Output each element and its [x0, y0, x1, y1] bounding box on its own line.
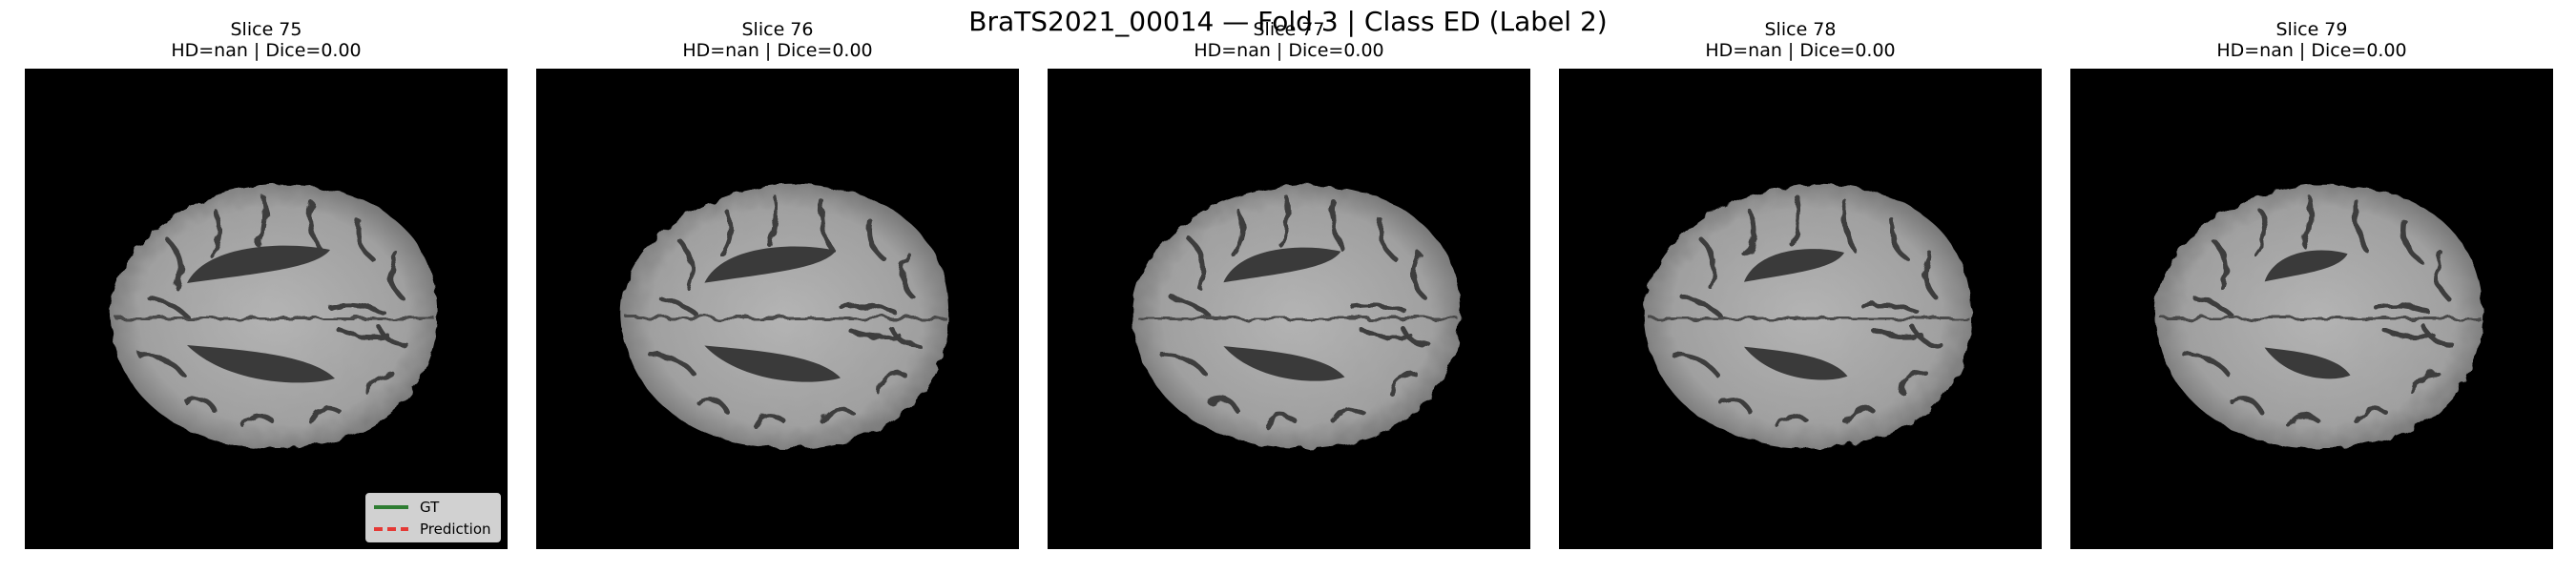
slice-metrics: HD=nan | Dice=0.00 — [2216, 40, 2407, 61]
slice-panel-75: Slice 75 HD=nan | Dice=0.00 GT Predictio… — [25, 0, 508, 572]
brain — [1644, 184, 1972, 449]
legend: GT Prediction — [365, 493, 501, 542]
gt-line-icon — [374, 505, 408, 509]
brain — [2155, 184, 2483, 449]
ventricle — [1744, 249, 1844, 282]
panel-title: Slice 79 HD=nan | Dice=0.00 — [2070, 19, 2553, 61]
legend-label-gt: GT — [420, 499, 440, 516]
brain-slice-svg — [2070, 69, 2553, 549]
brain-slice-svg — [536, 69, 1019, 549]
brain-slice-svg — [1559, 69, 2042, 549]
slice-label: Slice 76 — [741, 19, 814, 40]
panel-title: Slice 78 HD=nan | Dice=0.00 — [1559, 19, 2042, 61]
legend-item-prediction: Prediction — [372, 520, 496, 539]
slice-panel-78: Slice 78 HD=nan | Dice=0.00 — [1559, 0, 2042, 572]
slice-metrics: HD=nan | Dice=0.00 — [171, 40, 362, 61]
slice-panel-76: Slice 76 HD=nan | Dice=0.00 — [536, 0, 1019, 572]
ventricle — [1223, 247, 1341, 283]
mri-slice-image — [1559, 69, 2042, 549]
ventricle — [704, 345, 841, 382]
mri-slice-image — [536, 69, 1019, 549]
ventricle — [187, 245, 330, 283]
brain — [621, 184, 949, 449]
legend-item-gt: GT — [372, 498, 496, 517]
ventricle — [2264, 250, 2348, 282]
brain-slice-svg — [25, 69, 508, 549]
ventricle — [1744, 346, 1848, 380]
panel-title: Slice 75 HD=nan | Dice=0.00 — [25, 19, 508, 61]
mri-slice-image — [2070, 69, 2553, 549]
figure-title: BraTS2021_00014 — Fold 3 | Class ED (Lab… — [968, 6, 1608, 37]
ventricle — [2264, 347, 2351, 379]
mri-slice-image — [25, 69, 508, 549]
mri-slice-image — [1048, 69, 1530, 549]
slice-panel-77: Slice 77 HD=nan | Dice=0.00 — [1048, 0, 1530, 572]
prediction-line-icon — [374, 527, 408, 531]
ventricle — [187, 345, 335, 383]
slice-label: Slice 75 — [230, 19, 302, 40]
panel-title: Slice 76 HD=nan | Dice=0.00 — [536, 19, 1019, 61]
legend-label-prediction: Prediction — [420, 521, 491, 538]
slice-label: Slice 79 — [2275, 19, 2348, 40]
slice-metrics: HD=nan | Dice=0.00 — [1194, 40, 1384, 61]
brain-slice-svg — [1048, 69, 1530, 549]
slice-panel-79: Slice 79 HD=nan | Dice=0.00 — [2070, 0, 2553, 572]
brain — [1132, 184, 1461, 449]
ventricle — [704, 246, 837, 283]
slice-label: Slice 77 — [1253, 19, 1325, 40]
slice-metrics: HD=nan | Dice=0.00 — [682, 40, 873, 61]
brain — [110, 184, 438, 449]
slice-label: Slice 78 — [1764, 19, 1837, 40]
panel-title: Slice 77 HD=nan | Dice=0.00 — [1048, 19, 1530, 61]
slice-metrics: HD=nan | Dice=0.00 — [1705, 40, 1896, 61]
ventricle — [1223, 346, 1345, 381]
